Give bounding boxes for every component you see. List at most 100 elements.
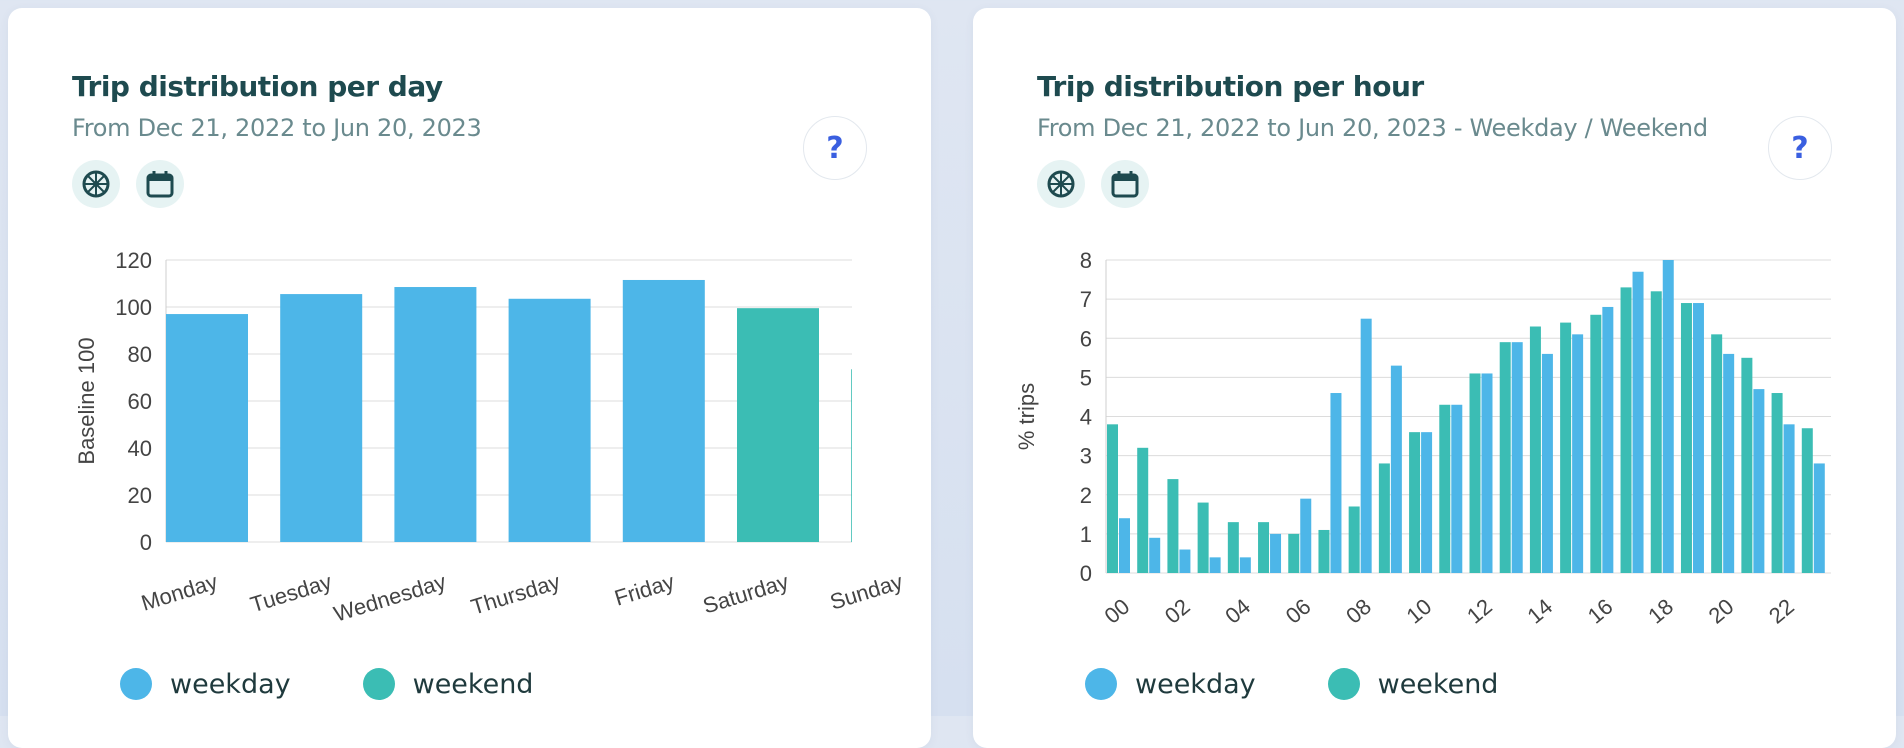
y-tick-label: 0 [1080,561,1092,586]
bar-weekend-08 [1348,506,1360,573]
bar-weekday-10 [1421,432,1433,573]
bar-weekend-02 [1167,479,1179,573]
x-tick-label: Sunday [827,569,906,615]
y-tick-label: 1 [1080,522,1092,547]
bar-weekend-14 [1529,326,1541,573]
daily-bar-chart: 0 20 40 60 80 100 120 Baseline 100 Monday Tuesday… [74,248,906,627]
bar-sunday [851,369,852,542]
bar-weekday-20 [1723,353,1735,573]
x-tick-label: 08 [1341,594,1376,629]
bar-weekend-18 [1650,291,1662,573]
weekend-swatch [1327,668,1360,700]
bar-weekday-21 [1753,389,1765,573]
bar-weekday-12 [1481,373,1493,573]
legend: weekday weekend [120,668,605,700]
y-tick-label: 120 [115,248,152,273]
y-tick-label: 20 [128,483,152,508]
legend-item-weekday[interactable]: weekday [1085,668,1256,700]
bar-weekday-04 [1239,557,1251,573]
bar-weekend-00 [1107,424,1118,573]
y-tick-label: 40 [128,436,152,461]
bar-weekend-06 [1288,533,1300,573]
help-button[interactable]: ? [1768,116,1832,180]
bar-weekend-22 [1771,393,1783,573]
bar-monday [166,314,248,542]
weekday-swatch [1085,668,1117,700]
bar-weekday-16 [1602,306,1614,573]
bar-weekend-21 [1741,357,1753,573]
bar-weekend-03 [1197,502,1209,573]
bar-weekend-13 [1499,342,1511,573]
bar-weekday-06 [1300,498,1312,573]
bar-weekday-11 [1451,404,1463,573]
bar-weekday-02 [1179,549,1191,573]
legend-label: weekend [1377,668,1499,700]
bar-tuesday [280,294,363,542]
x-tick-label: Saturday [700,569,792,619]
bar-weekday-03 [1209,557,1221,573]
wheel-icon[interactable] [1037,160,1085,208]
x-tick-label: 22 [1764,594,1799,629]
wheel-icon[interactable] [72,160,120,208]
legend-item-weekend[interactable]: weekend [362,668,534,700]
bar-weekend-15 [1560,322,1572,573]
x-tick-label: Wednesday [331,569,449,627]
bar-weekday-13 [1511,342,1523,573]
x-tick-label: 14 [1522,594,1557,629]
bar-friday [622,279,705,542]
y-tick-label: 5 [1080,365,1092,390]
legend-label: weekend [412,668,534,700]
x-tick-label: 10 [1402,594,1437,629]
bar-weekday-14 [1541,353,1553,573]
bar-weekday-05 [1270,533,1282,573]
bar-weekday-07 [1330,393,1342,573]
bar-weekend-10 [1409,432,1421,573]
bar-weekday-01 [1149,537,1161,573]
x-tick-label: 12 [1462,594,1497,629]
bar-thursday [508,298,591,542]
bar-weekend-12 [1469,373,1481,573]
card-subtitle: From Dec 21, 2022 to Jun 20, 2023 [72,114,482,142]
x-tick-label: 16 [1583,594,1618,629]
x-tick-label: Monday [138,569,220,616]
bar-weekday-00 [1119,518,1130,573]
y-axis-title: Baseline 100 [74,337,99,464]
y-tick-label: 0 [140,530,152,555]
x-tick-label: 06 [1281,594,1316,629]
bar-weekend-11 [1439,404,1451,573]
bar-weekday-22 [1783,424,1795,573]
calendar-icon[interactable] [1101,160,1149,208]
x-tick-label: Friday [611,569,677,611]
weekday-swatch [120,668,152,700]
x-tick-label: Thursday [468,569,563,620]
bar-weekday-18 [1662,260,1674,573]
y-tick-label: 80 [128,342,152,367]
bar-weekday-23 [1813,463,1825,573]
bar-weekday-19 [1692,303,1704,573]
bar-weekend-09 [1378,463,1390,573]
calendar-icon[interactable] [136,160,184,208]
legend-item-weekend[interactable]: weekend [1327,668,1499,700]
y-tick-label: 4 [1080,405,1092,430]
bar-weekend-23 [1801,428,1813,573]
bar-weekday-15 [1572,334,1584,573]
y-tick-label: 60 [128,389,152,414]
legend-item-weekday[interactable]: weekday [120,668,291,700]
bar-weekend-04 [1227,522,1239,573]
card-subtitle: From Dec 21, 2022 to Jun 20, 2023 - Week… [1037,114,1708,142]
y-axis-title: % trips [1014,383,1039,450]
daily-distribution-card: Trip distribution per day From Dec 21, 2… [8,8,931,748]
x-tick-label: 02 [1160,594,1195,629]
bar-weekday-09 [1390,365,1402,573]
bar-weekday-08 [1360,318,1372,573]
y-tick-label: 3 [1080,444,1092,469]
card-title: Trip distribution per day [72,70,443,103]
bar-saturday [737,308,819,542]
y-tick-label: 8 [1080,248,1092,273]
y-tick-label: 2 [1080,483,1092,508]
bar-weekend-17 [1620,287,1632,573]
x-tick-label: 00 [1099,594,1134,629]
hourly-distribution-card: Trip distribution per hour From Dec 21, … [973,8,1896,748]
help-button[interactable]: ? [803,116,867,180]
